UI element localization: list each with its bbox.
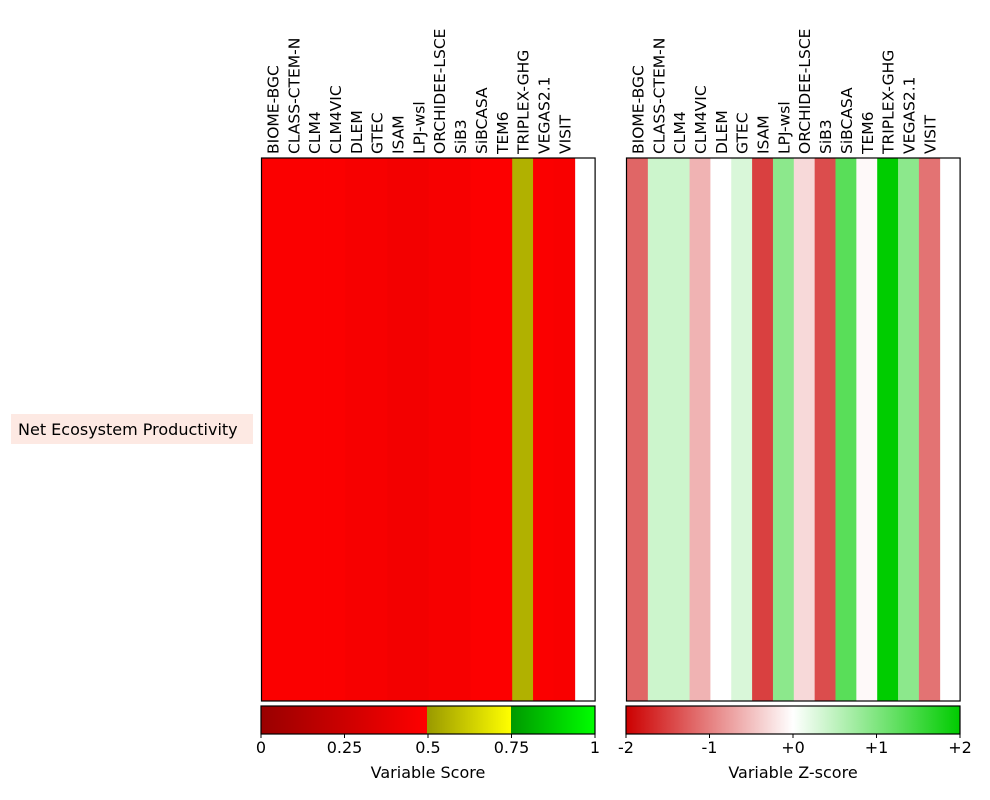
zscore-cell-13 bbox=[898, 158, 920, 701]
score-cell-13 bbox=[533, 158, 555, 701]
zscore-column-label: CLASS-CTEM-N bbox=[650, 38, 668, 154]
zscore-cell-12 bbox=[877, 158, 899, 701]
score-cell-14 bbox=[553, 158, 576, 701]
score-column-label: VEGAS2.1 bbox=[535, 77, 553, 155]
score-cell-1 bbox=[282, 158, 305, 701]
score-colorbar-tick-label: 1 bbox=[590, 738, 600, 757]
zscore-cell-11 bbox=[856, 158, 878, 701]
zscore-cell-3 bbox=[689, 158, 711, 701]
zscore-colorbar: -2 -1 +0 +1 +2 Variable Z-score bbox=[618, 705, 972, 782]
score-column-label: TEM6 bbox=[494, 111, 512, 155]
score-column-label: DLEM bbox=[348, 110, 366, 154]
zscore-column-label: SiB3 bbox=[817, 119, 835, 154]
zscore-colorbar-ticks: -2 -1 +0 +1 +2 bbox=[618, 734, 972, 757]
score-colorbar-ticks: 0 0.25 0.5 0.75 1 bbox=[256, 734, 600, 757]
zscore-panel: BIOME-BGC CLASS-CTEM-N CLM4 CLM4VIC DLEM GTEC… bbox=[625, 29, 961, 702]
score-panel: BIOME-BGC CLASS-CTEM-N CLM4 CLM4VIC DLEM GTEC… bbox=[260, 29, 596, 702]
score-colorbar-label: Variable Score bbox=[371, 763, 486, 782]
score-colorbar-segment-green bbox=[511, 706, 595, 734]
score-cell-2 bbox=[303, 158, 325, 701]
score-cell-7 bbox=[407, 158, 430, 701]
score-panel-frame bbox=[260, 157, 596, 702]
score-colorbar-tick-label: 0.5 bbox=[415, 738, 440, 757]
zscore-cell-9 bbox=[814, 158, 836, 701]
score-column-label: SiB3 bbox=[452, 119, 470, 154]
zscore-column-label: TRIPLEX-GHG bbox=[880, 50, 898, 155]
score-column-label: TRIPLEX-GHG bbox=[515, 50, 533, 155]
zscore-column-label: CLM4 bbox=[671, 111, 689, 154]
zscore-column-label: CLM4VIC bbox=[692, 85, 710, 154]
zscore-column-label: VEGAS2.1 bbox=[900, 77, 918, 155]
score-column-label: CLM4VIC bbox=[327, 85, 345, 154]
zscore-colorbar-gradient bbox=[626, 706, 960, 734]
score-colorbar-segment-red bbox=[261, 706, 427, 734]
score-colorbar-segment-yellow bbox=[427, 706, 511, 734]
zscore-cell-1 bbox=[647, 158, 670, 701]
zscore-column-label: VISIT bbox=[921, 114, 939, 154]
zscore-column-label: ORCHIDEE-LSCE bbox=[796, 29, 814, 154]
score-cell-4 bbox=[345, 158, 367, 701]
score-cell-11 bbox=[491, 158, 513, 701]
score-cell-6 bbox=[387, 158, 409, 701]
score-cell-8 bbox=[428, 158, 451, 701]
score-colorbar-tick-label: 0.25 bbox=[327, 738, 363, 757]
score-column-label: BIOME-BGC bbox=[264, 65, 282, 154]
score-cell-0 bbox=[262, 158, 284, 701]
zscore-cell-6 bbox=[752, 158, 774, 701]
score-column-label: GTEC bbox=[369, 112, 387, 154]
zscore-cell-8 bbox=[793, 158, 816, 701]
zscore-cell-2 bbox=[668, 158, 690, 701]
zscore-cell-7 bbox=[772, 158, 795, 701]
zscore-column-label: TEM6 bbox=[859, 112, 877, 156]
score-column-label: CLASS-CTEM-N bbox=[285, 38, 303, 154]
zscore-colorbar-tick-label: +1 bbox=[865, 738, 889, 757]
zscore-colorbar-tick-label: -1 bbox=[702, 738, 718, 757]
score-column-label: CLM4 bbox=[306, 111, 324, 154]
zscore-column-label: LPJ-wsl bbox=[775, 101, 793, 154]
zscore-colorbar-tick-label: -2 bbox=[618, 738, 634, 757]
zscore-column-label: BIOME-BGC bbox=[629, 65, 647, 154]
zscore-column-label: ISAM bbox=[755, 115, 773, 154]
score-cell-10 bbox=[470, 158, 492, 701]
zscore-colorbar-tick-label: +2 bbox=[948, 738, 972, 757]
score-colorbar-tick-label: 0.75 bbox=[494, 738, 530, 757]
zscore-column-label: GTEC bbox=[734, 112, 752, 154]
zscore-colorbar-label: Variable Z-score bbox=[728, 763, 857, 782]
zscore-cell-10 bbox=[835, 158, 857, 701]
score-cell-3 bbox=[324, 158, 346, 701]
zscore-column-label: SiBCASA bbox=[838, 87, 856, 154]
zscore-cell-0 bbox=[627, 158, 649, 701]
score-column-label: VISIT bbox=[556, 114, 574, 154]
score-column-label: ISAM bbox=[390, 115, 408, 154]
row-label-background bbox=[11, 414, 253, 444]
score-colorbar: 0 0.25 0.5 0.75 1 Variable Score bbox=[256, 705, 600, 782]
zscore-cell-5 bbox=[731, 158, 753, 701]
score-column-label: ORCHIDEE-LSCE bbox=[431, 29, 449, 154]
zscore-panel-frame bbox=[625, 157, 961, 702]
score-cell-9 bbox=[449, 158, 471, 701]
score-colorbar-tick-label: 0 bbox=[256, 738, 266, 757]
score-column-label: LPJ-wsl bbox=[410, 101, 428, 154]
score-column-label: SiBCASA bbox=[473, 87, 491, 154]
zscore-cell-14 bbox=[918, 158, 941, 701]
score-cell-12 bbox=[512, 158, 534, 701]
zscore-column-label: DLEM bbox=[713, 110, 731, 154]
zscore-colorbar-tick-label: +0 bbox=[781, 738, 805, 757]
score-cell-5 bbox=[366, 158, 388, 701]
row-label: Net Ecosystem Productivity bbox=[18, 420, 238, 439]
zscore-cell-4 bbox=[710, 158, 732, 701]
